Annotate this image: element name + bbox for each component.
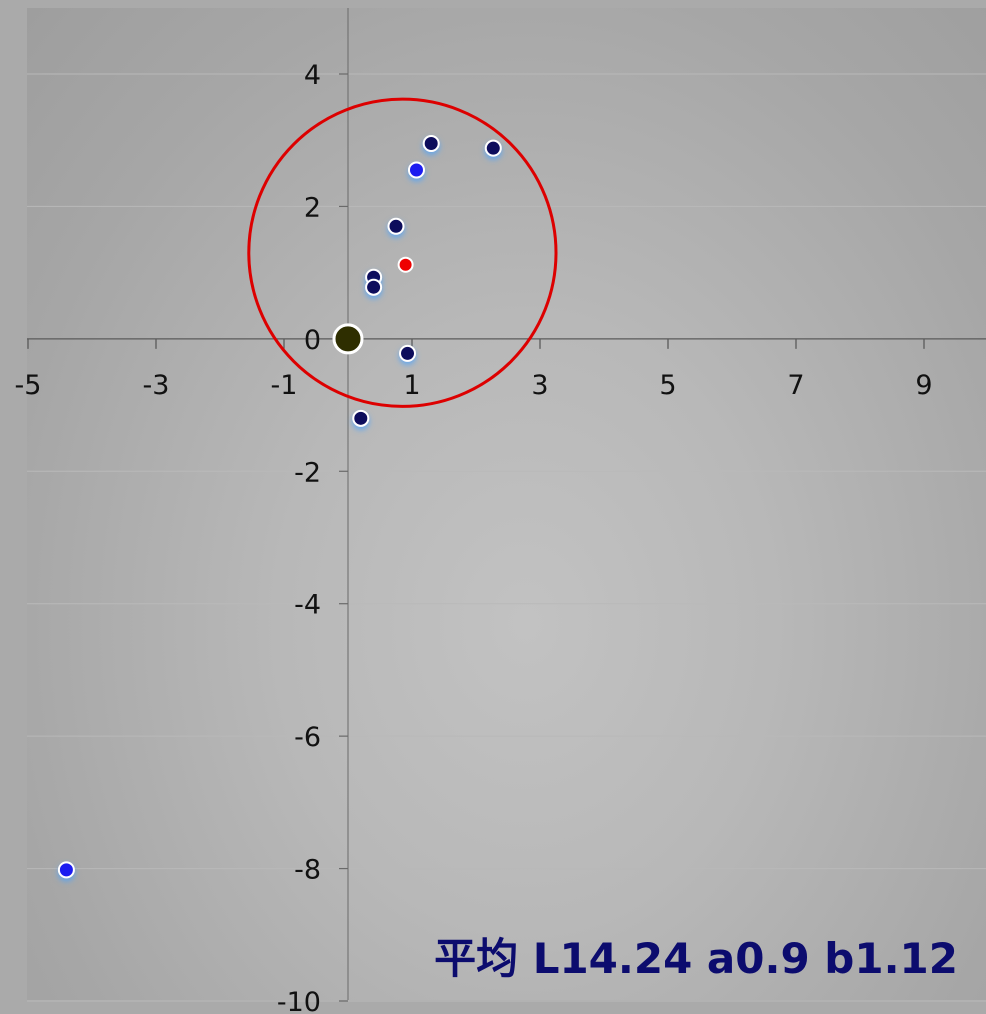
y-tick-label: 2 bbox=[304, 192, 321, 223]
tick-labels: -5 -3 -1 1 3 5 7 9 4 2 0 -2 -4 -6 -8 -10 bbox=[15, 60, 933, 1014]
axes bbox=[27, 8, 986, 1002]
plot-background bbox=[27, 8, 986, 1000]
stats-annotation: 平均 L14.24 a0.9 b1.12 bbox=[434, 934, 958, 983]
y-tick-label: -6 bbox=[294, 722, 321, 753]
data-point bbox=[352, 409, 370, 427]
x-tick-label: 7 bbox=[787, 370, 804, 401]
y-tick-label: -2 bbox=[294, 457, 321, 488]
range-circle bbox=[247, 97, 558, 408]
range-circle-outline bbox=[247, 97, 558, 408]
grid-lines bbox=[27, 73, 986, 1002]
data-points bbox=[57, 135, 502, 879]
y-tick-label: -10 bbox=[277, 987, 321, 1014]
y-tick-label: 0 bbox=[304, 325, 321, 356]
x-tick-label: 3 bbox=[531, 370, 548, 401]
data-point bbox=[399, 344, 417, 362]
x-tick-label: 5 bbox=[659, 370, 676, 401]
data-point bbox=[57, 861, 75, 879]
data-point bbox=[387, 217, 405, 235]
x-tick-label: 1 bbox=[403, 370, 420, 401]
data-point bbox=[484, 139, 502, 157]
x-tick-label: 9 bbox=[915, 370, 932, 401]
mean-point bbox=[397, 256, 414, 273]
data-point bbox=[365, 278, 383, 296]
x-tick-label: -5 bbox=[15, 370, 42, 401]
y-tick-label: -4 bbox=[294, 590, 321, 621]
x-tick-label: -3 bbox=[143, 370, 170, 401]
origin-marker bbox=[332, 323, 364, 355]
y-tick-label: 4 bbox=[304, 60, 321, 91]
data-point bbox=[407, 161, 425, 179]
y-tick-label: -8 bbox=[294, 855, 321, 886]
data-point bbox=[422, 135, 440, 153]
x-tick-label: -1 bbox=[271, 370, 298, 401]
